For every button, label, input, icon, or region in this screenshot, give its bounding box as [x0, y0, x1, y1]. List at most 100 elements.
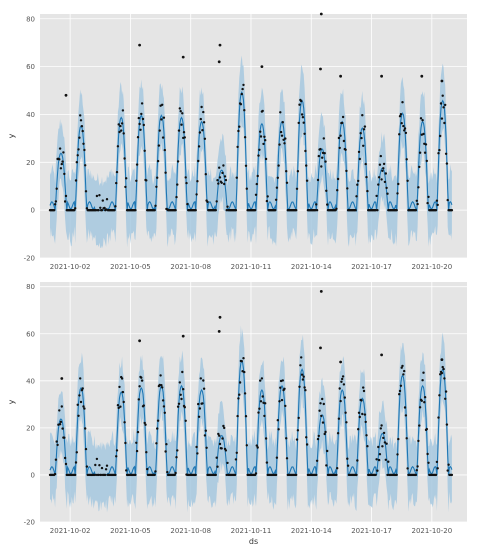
x-tick-label: 2021-10-17 — [351, 527, 392, 535]
data-point — [301, 378, 305, 381]
data-point — [380, 424, 383, 427]
data-point — [323, 432, 326, 436]
data-point — [78, 136, 81, 139]
data-point — [79, 377, 82, 380]
data-point — [238, 393, 241, 396]
data-point — [295, 438, 299, 441]
data-point — [214, 209, 217, 212]
data-point — [418, 424, 421, 427]
data-point — [279, 386, 282, 389]
data-point — [323, 152, 326, 155]
data-point — [156, 419, 160, 422]
data-point — [154, 470, 157, 473]
data-point — [242, 83, 245, 87]
data-point — [450, 473, 454, 477]
data-point — [176, 183, 179, 186]
data-point — [355, 473, 358, 477]
y-tick-label: 60 — [26, 63, 35, 71]
data-point — [117, 123, 120, 126]
data-point — [138, 122, 141, 126]
data-point — [100, 209, 104, 212]
data-point — [264, 157, 268, 161]
data-point — [100, 466, 104, 470]
data-point — [143, 149, 146, 152]
data-point — [315, 473, 318, 477]
outlier-point — [217, 330, 221, 333]
data-point — [386, 192, 389, 195]
data-point — [280, 134, 284, 137]
data-point — [427, 461, 430, 464]
data-point — [220, 447, 223, 450]
data-point — [401, 364, 404, 368]
data-point — [335, 473, 338, 477]
data-point — [259, 379, 262, 382]
data-point — [95, 457, 99, 461]
outlier-point — [217, 60, 221, 64]
data-point — [256, 446, 259, 449]
data-point — [336, 432, 340, 435]
data-point — [281, 121, 284, 124]
data-point — [320, 165, 323, 168]
data-point — [54, 200, 58, 203]
data-point — [300, 356, 303, 359]
data-point — [337, 417, 341, 420]
data-point — [305, 436, 308, 439]
data-point — [174, 209, 177, 212]
outlier-point — [440, 358, 444, 361]
data-point — [364, 420, 367, 424]
x-tick-label: 2021-10-17 — [351, 263, 392, 271]
data-point — [324, 160, 327, 163]
data-point — [285, 181, 289, 184]
data-point — [155, 442, 158, 445]
x-tick-label: 2021-10-02 — [50, 527, 91, 535]
data-point — [399, 113, 403, 116]
data-point — [375, 458, 378, 461]
data-point — [342, 139, 346, 143]
data-point — [218, 442, 222, 446]
data-point — [245, 444, 248, 447]
data-point — [404, 131, 408, 135]
data-point — [255, 182, 258, 186]
data-point — [356, 459, 359, 462]
data-point — [447, 463, 450, 466]
data-point — [194, 209, 197, 212]
data-point — [375, 194, 378, 198]
data-point — [434, 209, 438, 212]
data-point — [164, 450, 167, 453]
data-point — [236, 414, 239, 418]
data-point — [422, 132, 425, 136]
data-point — [200, 105, 203, 109]
data-point — [420, 399, 423, 402]
observed-points — [48, 12, 454, 212]
data-point — [223, 175, 227, 178]
data-point — [276, 176, 279, 179]
data-point — [163, 148, 166, 152]
data-point — [398, 115, 402, 118]
data-point — [80, 125, 84, 128]
data-point — [303, 386, 306, 389]
data-point — [426, 452, 429, 456]
data-point — [441, 365, 444, 369]
data-point — [143, 421, 146, 425]
data-point — [95, 194, 99, 198]
data-point — [60, 162, 63, 166]
data-point — [75, 161, 79, 164]
data-point — [243, 392, 247, 395]
data-point — [295, 187, 299, 190]
data-point — [224, 449, 228, 452]
data-point — [376, 469, 379, 472]
data-point — [215, 456, 218, 459]
data-point — [382, 167, 385, 170]
data-point — [361, 114, 364, 117]
data-point — [355, 195, 358, 198]
data-point — [446, 198, 449, 202]
data-point — [383, 441, 387, 444]
data-point — [357, 411, 361, 414]
data-point — [395, 209, 398, 212]
data-point — [53, 203, 57, 206]
data-point — [325, 464, 328, 467]
data-point — [240, 92, 243, 96]
data-point — [63, 456, 67, 460]
x-tick-label: 2021-10-14 — [291, 263, 332, 271]
data-point — [336, 189, 339, 192]
